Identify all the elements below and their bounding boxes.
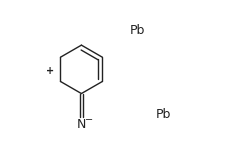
Text: +: + bbox=[45, 66, 54, 76]
Text: Pb: Pb bbox=[155, 108, 170, 121]
Text: −: − bbox=[85, 115, 93, 125]
Text: Pb: Pb bbox=[129, 24, 144, 37]
Text: N: N bbox=[76, 118, 86, 131]
